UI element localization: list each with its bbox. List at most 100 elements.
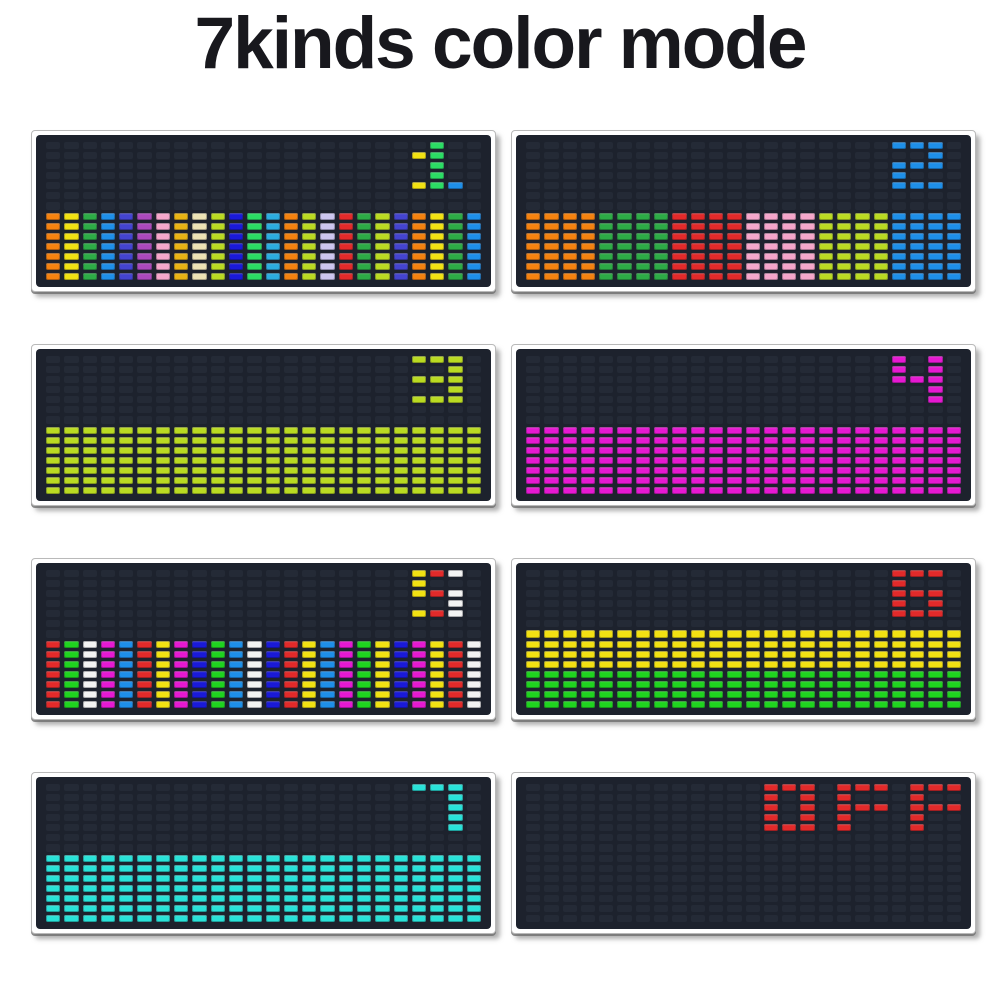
led-cell <box>727 884 742 892</box>
led-cell <box>544 834 559 842</box>
led-cell <box>302 884 317 892</box>
led-cell <box>800 202 815 210</box>
led-cell <box>946 620 961 628</box>
led-cell <box>910 466 925 474</box>
led-cell <box>873 366 888 374</box>
led-cell <box>393 272 408 280</box>
led-cell <box>228 590 244 598</box>
led-cell <box>82 212 97 220</box>
led-cell <box>46 232 61 240</box>
led-cell <box>635 804 651 812</box>
led-cell <box>82 436 97 444</box>
led-cell <box>82 426 97 434</box>
led-cell <box>265 794 280 802</box>
led-cell <box>375 466 390 474</box>
led-cell <box>100 844 116 852</box>
led-cell <box>562 252 577 260</box>
led-cell <box>356 814 372 822</box>
led-cell <box>910 486 925 494</box>
led-cell <box>891 784 907 792</box>
led-cell <box>654 202 669 210</box>
led-cell <box>928 396 943 404</box>
led-cell <box>64 436 79 444</box>
led-cell <box>745 814 760 822</box>
led-cell <box>818 212 833 220</box>
led-cell <box>119 446 134 454</box>
led-cell <box>338 570 353 578</box>
led-cell <box>763 824 779 832</box>
led-cell <box>526 212 541 220</box>
led-cell <box>356 670 372 678</box>
led-cell <box>137 366 152 374</box>
led-cell <box>375 222 390 230</box>
led-cell <box>910 894 925 902</box>
led-cell <box>544 406 559 414</box>
led-cell <box>617 904 632 912</box>
led-cell <box>763 202 779 210</box>
led-cell <box>210 794 225 802</box>
led-cell <box>763 396 779 404</box>
led-cell <box>82 182 97 190</box>
led-cell <box>544 182 559 190</box>
led-cell <box>100 366 116 374</box>
led-cell <box>946 212 961 220</box>
led-cell <box>946 570 961 578</box>
led-cell <box>320 794 335 802</box>
led-cell <box>928 700 943 708</box>
led-cell <box>818 396 833 404</box>
led-cell <box>782 436 797 444</box>
led-cell <box>855 152 870 160</box>
led-cell <box>46 650 61 658</box>
led-cell <box>526 904 541 912</box>
led-cell <box>690 262 705 270</box>
led-cell <box>265 212 280 220</box>
led-cell <box>283 580 299 588</box>
led-cell <box>46 600 61 608</box>
led-cell <box>265 784 280 792</box>
led-cell <box>448 650 463 658</box>
led-cell <box>599 262 614 270</box>
led-cell <box>891 834 907 842</box>
led-cell <box>562 854 577 862</box>
led-cell <box>855 486 870 494</box>
led-cell <box>192 152 207 160</box>
led-cell <box>82 416 97 424</box>
led-cell <box>265 376 280 384</box>
led-cell <box>910 222 925 230</box>
led-cell <box>338 904 353 912</box>
led-cell <box>82 192 97 200</box>
led-cell <box>466 212 481 220</box>
led-cell <box>727 680 742 688</box>
led-cell <box>320 232 335 240</box>
led-cell <box>356 446 372 454</box>
led-cell <box>411 486 427 494</box>
led-cell <box>356 660 372 668</box>
led-cell <box>800 894 815 902</box>
led-cell <box>247 416 262 424</box>
led-cell <box>64 376 79 384</box>
led-cell <box>635 700 651 708</box>
led-cell <box>46 376 61 384</box>
led-cell <box>855 466 870 474</box>
led-cell <box>782 242 797 250</box>
led-cell <box>119 884 134 892</box>
led-cell <box>800 172 815 180</box>
led-cell <box>836 580 852 588</box>
led-cell <box>100 406 116 414</box>
led-cell <box>672 600 687 608</box>
led-cell <box>265 172 280 180</box>
led-cell <box>302 406 317 414</box>
led-cell <box>910 784 925 792</box>
led-cell <box>247 232 262 240</box>
led-cell <box>763 854 779 862</box>
led-cell <box>64 844 79 852</box>
led-cell <box>836 396 852 404</box>
led-cell <box>100 620 116 628</box>
led-cell <box>599 486 614 494</box>
led-cell <box>672 894 687 902</box>
led-cell <box>617 864 632 872</box>
led-cell <box>192 426 207 434</box>
led-cell <box>375 476 390 484</box>
led-cell <box>818 834 833 842</box>
led-cell <box>855 272 870 280</box>
